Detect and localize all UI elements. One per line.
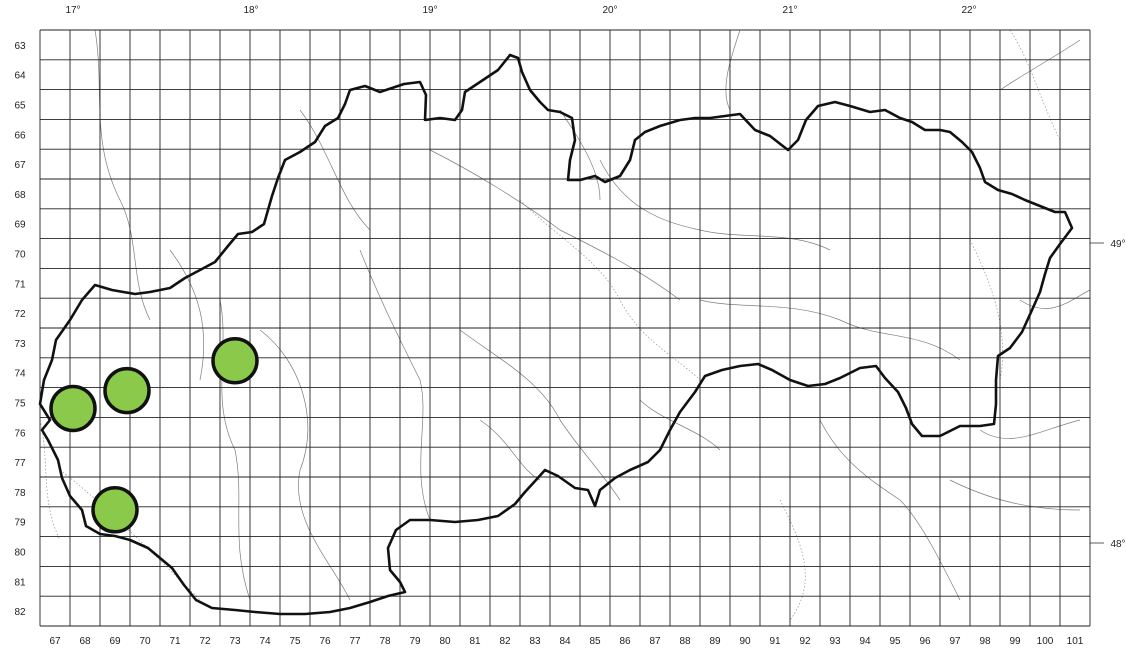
grid-row-label: 65	[14, 101, 26, 112]
grid-column-label: 82	[499, 636, 511, 647]
grid-column-label: 91	[769, 636, 781, 647]
grid-column-label: 71	[169, 636, 181, 647]
occurrence-marker	[211, 337, 259, 385]
grid-column-label: 101	[1067, 636, 1084, 647]
grid-column-label: 87	[649, 636, 661, 647]
grid-column-label: 97	[949, 636, 961, 647]
grid-column-label: 94	[859, 636, 871, 647]
grid-column-label: 76	[319, 636, 331, 647]
occurrence-marker	[91, 486, 139, 534]
latitude-label: 48°	[1110, 539, 1125, 550]
grid-row-label: 71	[14, 279, 26, 290]
grid-column-label: 90	[739, 636, 751, 647]
longitude-labels: 17° 18° 19° 20° 21° 22°	[65, 5, 976, 16]
grid-row-label: 81	[14, 577, 26, 588]
grid-row-labels: 63 64 65 66 67 68 69 70 71 72 73 74 75 76 77 78 79 80 81 82	[14, 41, 26, 618]
occurrence-marker	[49, 384, 97, 433]
longitude-label: 20°	[602, 5, 617, 16]
grid-column-label: 75	[289, 636, 301, 647]
grid-column-label: 98	[979, 636, 991, 647]
grid-row-label: 82	[14, 607, 26, 618]
occurrence-marker	[103, 366, 151, 415]
grid-row-label: 64	[14, 71, 26, 82]
grid-row-label: 77	[14, 458, 26, 469]
grid-column-label: 92	[799, 636, 811, 647]
grid-column-label: 83	[529, 636, 541, 647]
latitude-label: 49°	[1110, 239, 1125, 250]
grid-row-label: 78	[14, 488, 26, 499]
grid-column-label: 70	[139, 636, 151, 647]
grid-column-label: 80	[439, 636, 451, 647]
grid-column-label: 68	[79, 636, 91, 647]
longitude-label: 22°	[961, 5, 976, 16]
grid-column-label: 81	[469, 636, 481, 647]
grid-column-label: 96	[919, 636, 931, 647]
grid-column-labels: 67 68 69 70 71 72 73 74 75 76 77 78 79 80 81 82 83 84 85 86…	[49, 636, 1083, 647]
grid-column-label: 99	[1009, 636, 1021, 647]
grid-column-label: 93	[829, 636, 841, 647]
grid-row-label: 73	[14, 339, 26, 350]
longitude-label: 17°	[65, 5, 80, 16]
occurrence-markers	[49, 337, 259, 534]
grid-column-label: 78	[379, 636, 391, 647]
grid-row-label: 69	[14, 220, 26, 231]
grid-row-label: 67	[14, 160, 26, 171]
grid-column-label: 74	[259, 636, 271, 647]
grid-row-label: 70	[14, 250, 26, 261]
grid-row-label: 74	[14, 369, 26, 380]
grid-column-label: 72	[199, 636, 211, 647]
longitude-label: 21°	[782, 5, 797, 16]
grid-column-label: 73	[229, 636, 241, 647]
grid-row-label: 63	[14, 41, 26, 52]
longitude-label: 19°	[422, 5, 437, 16]
grid-column-label: 86	[619, 636, 631, 647]
latitude-labels: 49° 48°	[1090, 239, 1126, 550]
grid-row-label: 66	[14, 130, 26, 141]
longitude-label: 18°	[243, 5, 258, 16]
grid-row-label: 76	[14, 428, 26, 439]
rivers-layer	[39, 29, 1091, 621]
grid-column-label: 69	[109, 636, 121, 647]
grid-column-label: 95	[889, 636, 901, 647]
grid-row-label: 75	[14, 399, 26, 410]
grid-row-label: 79	[14, 518, 26, 529]
grid-column-label: 77	[349, 636, 361, 647]
grid-column-label: 85	[589, 636, 601, 647]
country-border	[38, 53, 1074, 616]
grid-column-label: 79	[409, 636, 421, 647]
grid-column-label: 100	[1037, 636, 1054, 647]
grid-column-label: 89	[709, 636, 721, 647]
grid-layer	[39, 29, 1091, 627]
grid-row-label: 68	[14, 190, 26, 201]
grid-column-label: 67	[49, 636, 61, 647]
grid-column-label: 84	[559, 636, 571, 647]
grid-column-label: 88	[679, 636, 691, 647]
grid-row-label: 72	[14, 309, 26, 320]
grid-row-label: 80	[14, 548, 26, 559]
